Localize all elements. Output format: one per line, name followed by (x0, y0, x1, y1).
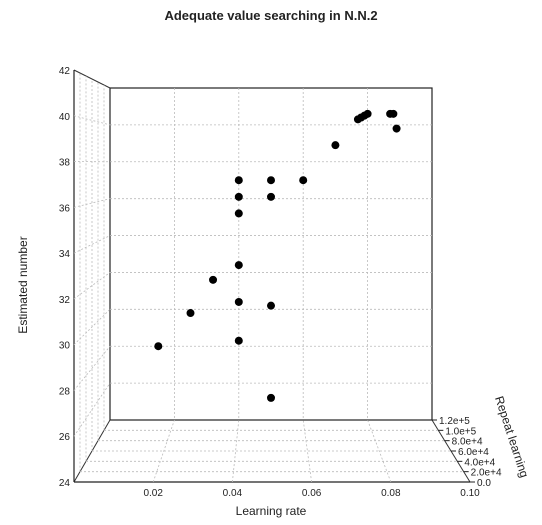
data-point (267, 393, 275, 402)
z-tick-label: 1.0e+5 (445, 426, 476, 437)
data-point (209, 275, 218, 284)
z-tick-label: 4.0e+4 (464, 457, 495, 468)
x-tick-label: 0.02 (143, 488, 163, 499)
data-point (363, 109, 372, 118)
y-tick-label: 28 (59, 386, 71, 397)
z-tick-label: 8.0e+4 (452, 437, 483, 448)
x-tick-label: 0.08 (381, 488, 401, 499)
floor-grid-x (367, 419, 392, 483)
data-point (389, 109, 398, 118)
data-point (234, 261, 243, 270)
data-point (267, 301, 275, 310)
data-point (234, 209, 243, 218)
data-point (267, 176, 275, 185)
y-tick-label: 42 (59, 66, 71, 77)
left-wall-grid-y (73, 235, 111, 254)
y-tick-labels: 24 26 28 30 32 34 36 38 40 42 (59, 66, 71, 489)
y-tick-label: 30 (59, 341, 71, 352)
y-tick-label: 38 (59, 158, 71, 169)
data-point (234, 192, 243, 201)
data-point (267, 192, 275, 201)
y-axis-label: Estimated number (16, 236, 30, 333)
data-point (299, 176, 308, 185)
left-wall-grid-y (73, 345, 111, 391)
z-axis-label: Repeat learning (492, 394, 531, 479)
grid-lines (73, 73, 464, 483)
data-point (234, 336, 243, 345)
x-tick-label: 0.06 (302, 488, 322, 499)
chart-title: Adequate value searching in N.N.2 (164, 8, 377, 23)
data-point (234, 176, 243, 185)
z-tick-labels: 0.02.0e+44.0e+46.0e+48.0e+41.0e+51.2e+5 (432, 416, 502, 489)
x-axis-label: Learning rate (236, 504, 307, 518)
z-tick-label: 0.0 (477, 478, 491, 489)
data-point (234, 297, 243, 306)
axes-frame (73, 69, 471, 483)
data-points (154, 109, 401, 402)
y-tick-label: 34 (59, 249, 71, 260)
x-tick-labels: 0.02 0.04 0.06 0.08 0.10 (143, 488, 480, 499)
y-tick-label: 32 (59, 295, 71, 306)
z-tick-label: 1.2e+5 (439, 416, 470, 427)
back-wall-frame (109, 87, 433, 421)
data-point (392, 124, 401, 133)
y-tick-label: 24 (59, 478, 71, 489)
y-tick-label: 40 (59, 112, 71, 123)
x-tick-label: 0.04 (223, 488, 243, 499)
data-point (154, 342, 163, 351)
z-tick-label: 2.0e+4 (471, 468, 502, 479)
y-tick-label: 36 (59, 203, 71, 214)
y-tick-label: 26 (59, 432, 71, 443)
x-tick-label: 0.10 (460, 488, 480, 499)
floor-grid-x (152, 419, 175, 483)
data-point (331, 141, 340, 150)
z-tick-label: 6.0e+4 (458, 447, 489, 458)
data-point (186, 309, 195, 318)
